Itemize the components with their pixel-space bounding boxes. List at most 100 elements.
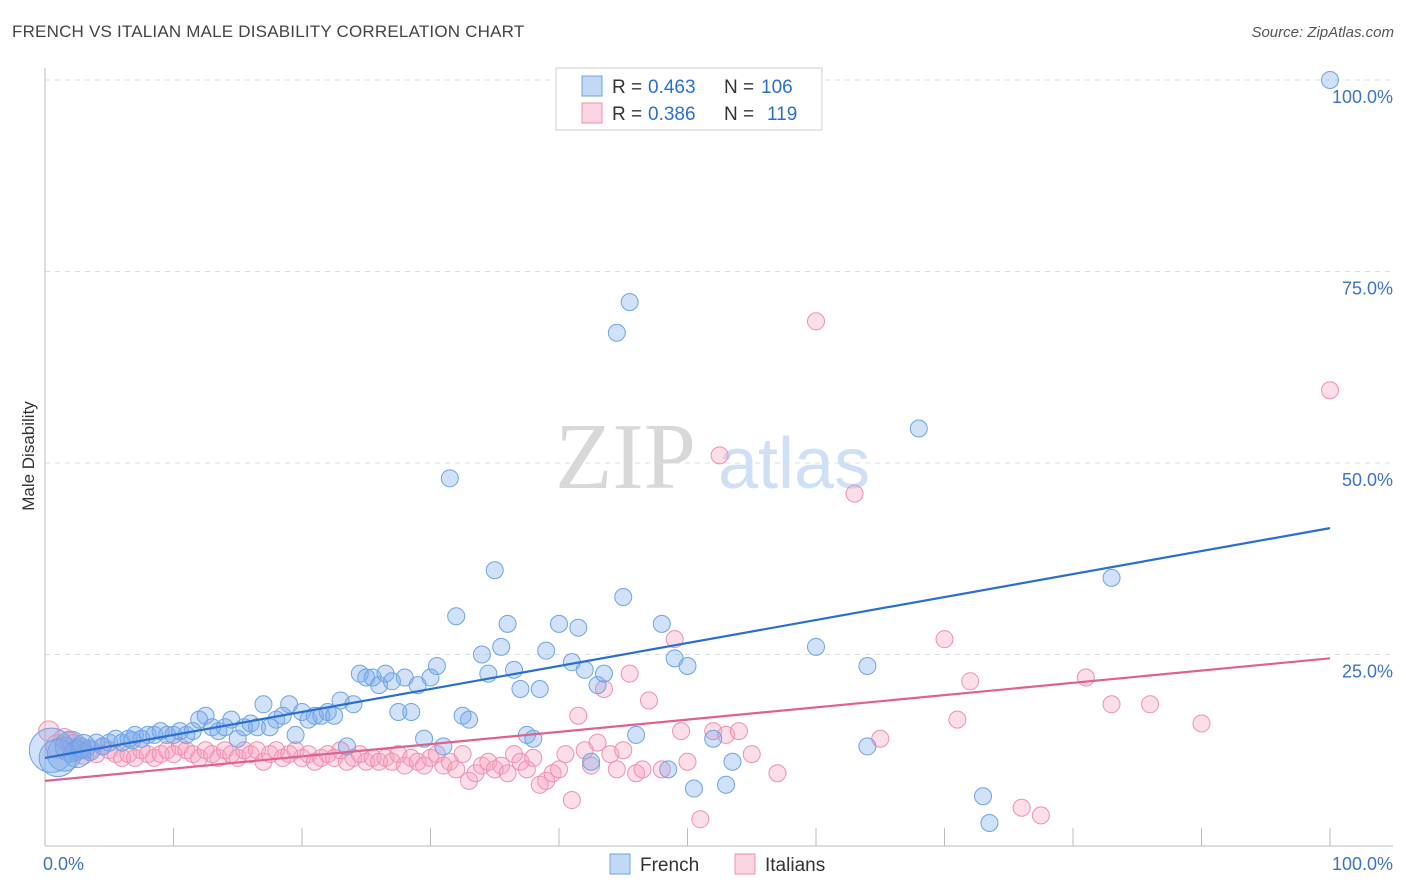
italians-point-58 [415,756,434,775]
french-point-88 [659,760,678,779]
italians-point-74 [517,760,536,779]
french-point-57 [415,729,434,748]
italians-point-103 [742,745,761,764]
italians-point-97 [678,752,697,771]
italians-point-115 [1141,695,1160,714]
french-point-92 [704,729,723,748]
legend-box [555,67,823,131]
bottom-legend-swatch-italians [734,853,756,875]
italians-point-104 [768,764,787,783]
italians-point-70 [492,756,511,775]
french-point-68 [492,637,511,656]
french-point-91 [684,779,703,798]
y-tick-label-1: 50.0% [1342,470,1393,490]
french-point-71 [511,679,530,698]
italians-point-94 [652,760,671,779]
french-point-100 [980,814,999,833]
grid [45,79,1393,655]
bottom-legend-italians: Italians [765,855,825,876]
french-point-85 [620,293,639,312]
french-point-23 [196,706,215,725]
italians-point-117 [1321,381,1339,400]
x-tick-label-1: 100.0% [1332,854,1393,874]
french-point-55 [402,702,421,721]
french-point-80 [582,752,601,771]
french-point-64 [460,710,479,729]
french-point-86 [627,725,646,744]
french-point-82 [594,664,613,683]
italians-point-89 [614,741,633,760]
italians-point-112 [1031,806,1050,825]
axes [44,68,1393,847]
french-point-75 [537,641,556,660]
watermark-atlas: atlas [718,424,870,504]
french-point-0 [28,727,75,773]
italians-point-106 [845,484,864,503]
italians-point-77 [537,771,556,790]
italians-point-64 [453,745,472,764]
italians-point-102 [729,722,748,741]
french-point-58 [421,668,440,687]
french-point-53 [389,702,408,721]
bottom-legend-french: French [640,855,699,876]
italians-point-79 [550,760,568,779]
italians-point-66 [466,764,485,783]
legend-n-value-italians: 119 [767,104,797,125]
legend-n-value-french: 106 [761,77,793,98]
french-point-93 [717,775,736,794]
italians-point-98 [691,810,710,829]
italians-point-110 [961,672,980,691]
source-label: Source: ZipAtlas.com [1251,24,1394,41]
italians-point-109 [948,710,967,729]
italians-point-113 [1076,668,1095,687]
french-point-32 [254,695,273,714]
french-point-101 [1102,568,1121,587]
y-tick-label-3: 100.0% [1332,87,1393,107]
italians-point-93 [639,691,658,710]
legend-swatch-italians [581,102,603,124]
italians-point-108 [935,630,954,649]
series-italians [38,312,1339,829]
italians-point-100 [710,446,729,465]
french-point-28 [228,729,247,748]
tick-labels: 25.0% 50.0% 75.0% 100.0% 0.0% 100.0% [43,87,1393,874]
french-point-62 [447,607,466,626]
french-point-98 [909,419,928,438]
french-point-59 [427,656,446,675]
italians-point-105 [807,312,825,331]
chart-title: FRENCH VS ITALIAN MALE DISABILITY CORREL… [12,22,525,41]
legend-r-value-italians: 0.386 [648,104,696,125]
french-point-78 [569,618,588,637]
italians-point-85 [588,733,607,752]
french-point-60 [434,737,453,756]
french-point-65 [472,645,491,664]
french-point-79 [575,660,594,679]
italians-point-92 [633,760,652,779]
italians-point-90 [620,664,639,683]
french-point-31 [248,718,267,737]
legend: R = 0.463 N = 106 R = 0.386 N = 119 [555,67,823,131]
y-tick-label-2: 75.0% [1342,279,1393,299]
french-point-61 [440,469,459,488]
french-point-76 [550,614,568,633]
french-point-83 [607,323,626,342]
legend-r-label-italians: R = [612,104,642,125]
bottom-legend-swatch-french [609,853,631,875]
french-point-96 [858,656,877,675]
italians-point-82 [569,706,588,725]
french-point-95 [807,637,825,656]
italians-point-88 [607,760,626,779]
italians-point-65 [460,771,479,790]
italians-point-81 [562,791,581,810]
french-point-67 [485,561,504,580]
french-point-51 [376,664,395,683]
french-point-90 [678,656,697,675]
x-tick-label-0: 0.0% [43,854,84,874]
french-point-103 [38,738,78,778]
italians-point-80 [556,745,575,764]
legend-r-value-french: 0.463 [648,77,696,98]
legend-n-label-italians: N = [724,104,754,125]
french-point-102 [1321,71,1339,89]
italians-point-84 [582,756,601,775]
